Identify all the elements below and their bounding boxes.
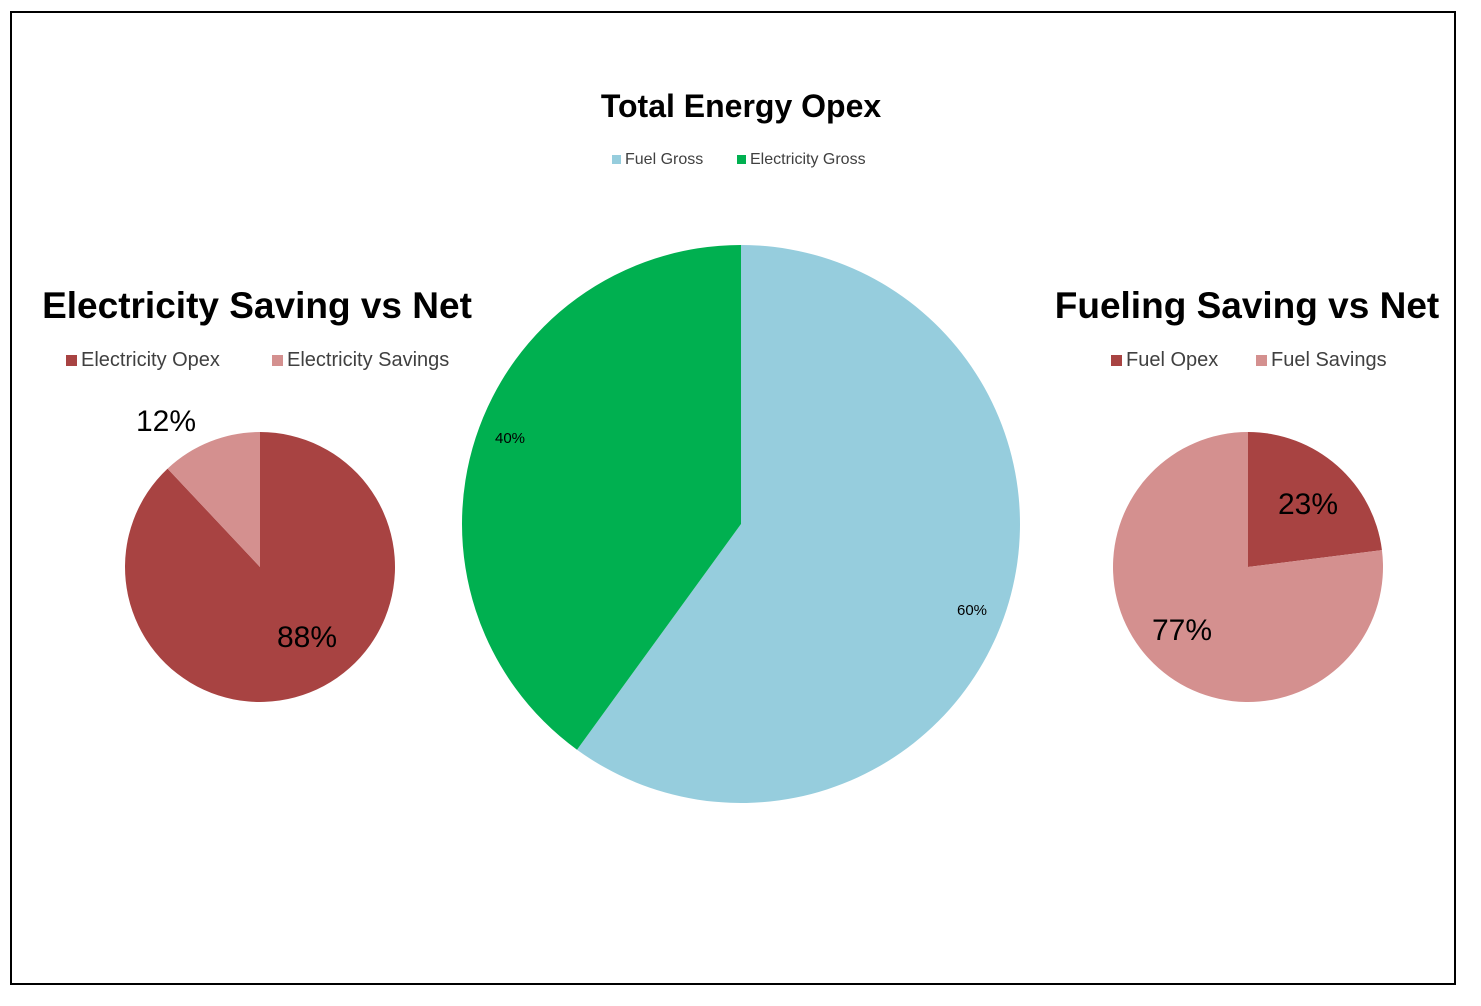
pie-chart-1: Electricity Saving vs Net Electricity Ope… <box>42 285 472 702</box>
chart-title: Electricity Saving vs Net <box>42 285 472 326</box>
legend-label: Electricity Gross <box>750 151 866 168</box>
pie-slice <box>577 245 1020 803</box>
pie-slice <box>461 245 741 750</box>
data-label: 88% <box>277 621 337 654</box>
pie-chart-3: Fueling Saving vs Net Fuel Opex Fuel Savin… <box>1055 285 1439 703</box>
data-label: 12% <box>136 405 196 438</box>
pie-slice <box>167 432 260 567</box>
pie-slice <box>1113 432 1384 703</box>
legend-label: Fuel Gross <box>625 151 703 168</box>
legend-swatch <box>1256 355 1267 366</box>
legend-swatch <box>272 355 283 366</box>
legend-label: Fuel Savings <box>1271 349 1387 371</box>
chart-title: Fueling Saving vs Net <box>1055 285 1439 326</box>
data-label: 77% <box>1152 614 1212 647</box>
pie-slice <box>1248 432 1382 567</box>
legend-swatch <box>66 355 77 366</box>
pie-slice <box>125 432 396 702</box>
legend-label: Electricity Savings <box>287 349 449 371</box>
data-label: 23% <box>1278 488 1338 521</box>
data-label: 40% <box>495 430 525 447</box>
chart-title: Total Energy Opex <box>601 88 882 124</box>
data-label: 60% <box>957 602 987 619</box>
pie-chart-2: Total Energy Opex Fuel Gross Electricity G… <box>461 88 1020 803</box>
legend-label: Electricity Opex <box>81 349 220 371</box>
legend-swatch <box>612 155 621 164</box>
legend-swatch <box>737 155 746 164</box>
legend-swatch <box>1111 355 1122 366</box>
legend-label: Fuel Opex <box>1126 349 1218 371</box>
